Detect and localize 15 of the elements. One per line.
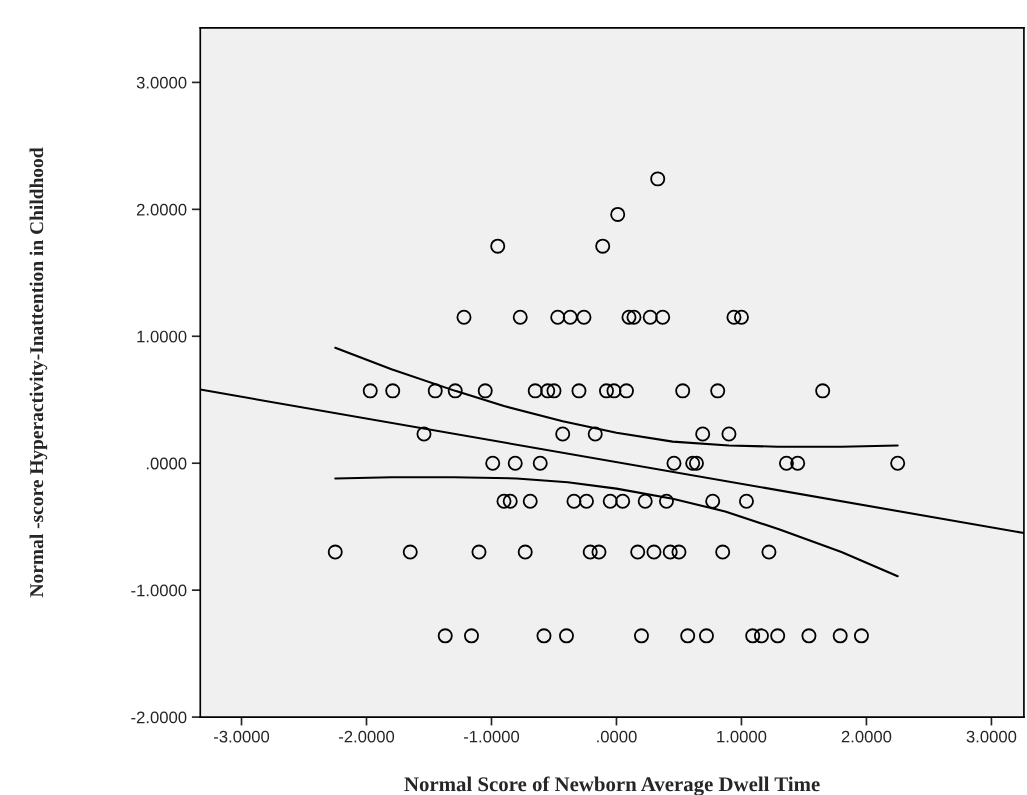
x-tick-label: .0000 xyxy=(597,730,637,743)
x-axis-title: Normal Score of Newborn Average Dwell Time xyxy=(404,776,820,795)
y-tick-label: 1.0000 xyxy=(137,330,187,343)
x-tick-label: -2.0000 xyxy=(338,730,395,743)
y-tick-label: 2.0000 xyxy=(136,203,187,216)
x-tick-label: -1.0000 xyxy=(463,730,520,743)
x-tick-label: 1.0000 xyxy=(717,730,767,743)
y-tick-label: -1.0000 xyxy=(131,584,187,597)
x-tick-label: 2.0000 xyxy=(841,730,892,743)
y-axis-title: Normal -score Hyperactivity-Inattention in Childhood xyxy=(29,147,48,598)
y-tick-label: 3.0000 xyxy=(136,76,187,89)
x-tick-label: -3.0000 xyxy=(213,730,270,743)
x-tick-label: 3.0000 xyxy=(966,730,1017,743)
y-tick-label: -2.0000 xyxy=(131,711,187,724)
y-tick-label: .0000 xyxy=(146,457,187,470)
